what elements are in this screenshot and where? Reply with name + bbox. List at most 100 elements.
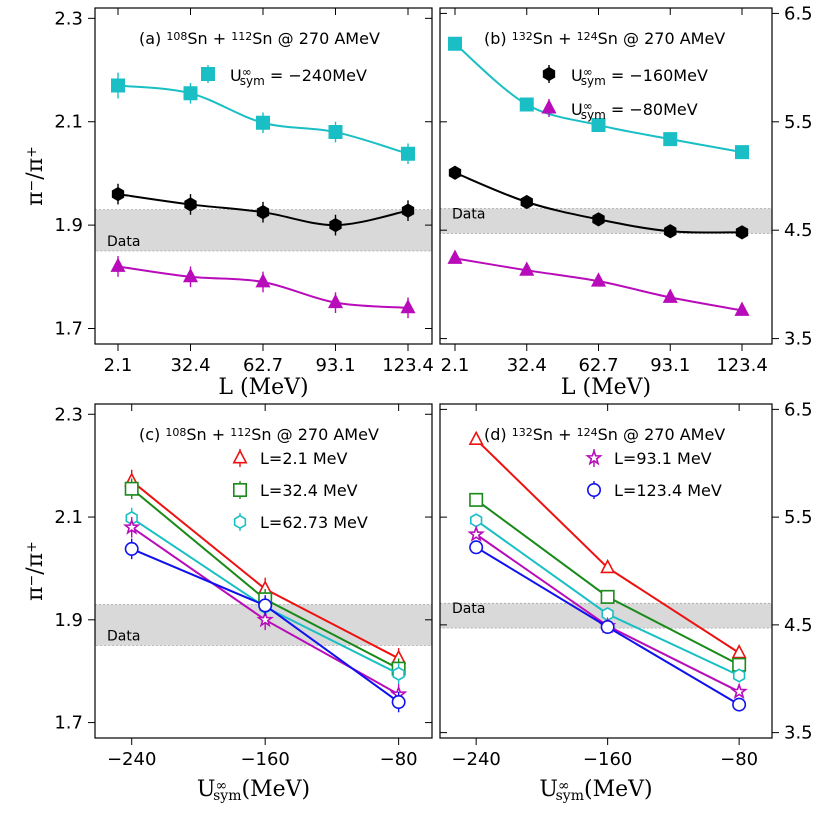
legend-label-part: U (571, 100, 583, 119)
legend-label-part: = −160MeV (606, 66, 708, 85)
series-line (454, 43, 743, 154)
legend-label: L=123.4 MeV (614, 481, 722, 500)
title-part: @ 270 AMeV (618, 425, 725, 444)
legend-label-sup: ∞ (583, 65, 593, 79)
y-axis-title-part: π (23, 586, 48, 600)
data-point (401, 203, 415, 218)
panel-title: (a) 108Sn + 112Sn @ 270 AMeV (139, 29, 380, 48)
x-axis-title-sub: sym (213, 788, 241, 804)
mass-number: 108 (165, 426, 186, 439)
data-point (182, 267, 199, 283)
legend-label: L=62.73 MeV (260, 513, 368, 532)
x-axis-title: U∞ sym(MeV) (539, 777, 652, 804)
x-tick-label: −240 (107, 749, 156, 770)
data-point (734, 301, 750, 316)
legend-label-sup: ∞ (583, 99, 593, 113)
x-axis-title-part: U (197, 777, 216, 802)
y-tick-label: 5.5 (784, 507, 813, 528)
legend-marker (542, 66, 556, 82)
data-point (122, 518, 141, 535)
data-point (448, 36, 462, 51)
legend-label-sup: ∞ (242, 65, 252, 79)
x-tick-label: 32.4 (170, 355, 210, 376)
data-point (732, 668, 746, 683)
y-tick-label: 1.9 (54, 610, 83, 631)
data-point (124, 541, 139, 556)
x-axis-title-part: (MeV) (584, 777, 653, 802)
plot-frame (439, 403, 773, 739)
data-point (400, 298, 416, 314)
y-axis-title: π−/π+ (23, 541, 48, 601)
x-axis-title-sup: ∞ (558, 778, 570, 794)
title-part: + (208, 29, 232, 48)
legend-label: L=32.4 MeV (260, 481, 358, 500)
plot-frame (94, 403, 433, 739)
x-tick-label: 2.1 (104, 355, 133, 376)
data-point (256, 205, 270, 220)
title-part: Sn (187, 29, 207, 48)
data-point (329, 217, 342, 233)
series-line (475, 499, 740, 666)
panel-d: Data−240 −160 −803.54.55.56.5(d) 132Sn + 1… (439, 399, 813, 770)
y-axis-title: π−/π+ (23, 146, 48, 206)
x-axis-title-part: (MeV) (241, 777, 310, 802)
plot-frame (94, 7, 433, 345)
panel-b: Data 2.1 32.4 62.7 93.1 123.4 3.5 4.5 5.5 6.5 (b) … (439, 3, 813, 376)
x-axis-title-sup: ∞ (215, 778, 227, 794)
data-band-label: Data (452, 206, 485, 222)
x-axis-title: L (MeV) (218, 375, 308, 400)
data-point (468, 430, 484, 446)
x-axis-title: L (MeV) (561, 375, 651, 400)
y-axis-title-part: /π (23, 553, 48, 575)
data-point (520, 194, 533, 210)
data-point (600, 620, 615, 635)
y-axis-title-sup: − (24, 575, 40, 587)
data-point (328, 125, 343, 140)
legend-label-part: = −240MeV (265, 66, 367, 85)
legend-label-part: U (230, 66, 242, 85)
y-axis-title-sup: − (24, 180, 40, 192)
y-tick-label: 6.5 (784, 399, 813, 420)
mass-number: 108 (166, 30, 187, 43)
legend-label: L=93.1 MeV (614, 449, 712, 468)
data-point (255, 273, 271, 288)
x-tick-label: 62.7 (578, 355, 618, 376)
data-point (469, 492, 484, 507)
legend-label-part: U (571, 66, 583, 85)
data-point (469, 513, 483, 528)
data-point (735, 225, 749, 240)
title-part: Sn (186, 425, 206, 444)
legend-marker (232, 449, 248, 464)
data-point (662, 288, 678, 303)
panel-c: Data−240 −160 −801.71.92.12.3(c) 108Sn + 1… (54, 403, 433, 770)
x-tick-label: 93.1 (315, 355, 355, 376)
data-point (663, 132, 678, 147)
y-axis-title-part: /π (23, 158, 48, 180)
title-part: (d) (484, 425, 512, 444)
x-tick-label: −160 (583, 749, 632, 770)
x-tick-label: −240 (451, 749, 500, 770)
y-tick-label: 1.7 (54, 713, 83, 734)
title-part: @ 270 AMeV (618, 29, 725, 48)
y-tick-label: 3.5 (784, 329, 813, 350)
y-tick-label: 1.9 (54, 215, 83, 236)
data-point (258, 598, 273, 613)
data-point (110, 257, 126, 272)
y-tick-label: 6.5 (784, 3, 813, 24)
x-tick-label: −160 (240, 749, 289, 770)
legend-label-sub: sym (581, 108, 606, 122)
y-axis-title-part: π (23, 191, 48, 205)
mass-number: 112 (230, 426, 251, 439)
data-point (111, 186, 125, 202)
title-part: (a) (139, 29, 166, 48)
title-part: + (553, 29, 577, 48)
mass-number: 124 (577, 426, 598, 439)
x-tick-label: 123.4 (382, 355, 434, 376)
x-axis-title-part: U (539, 777, 558, 802)
title-part: Sn (598, 425, 618, 444)
data-point (731, 644, 747, 659)
title-part: (b) (484, 29, 512, 48)
data-point (469, 540, 484, 555)
data-point (735, 145, 749, 160)
